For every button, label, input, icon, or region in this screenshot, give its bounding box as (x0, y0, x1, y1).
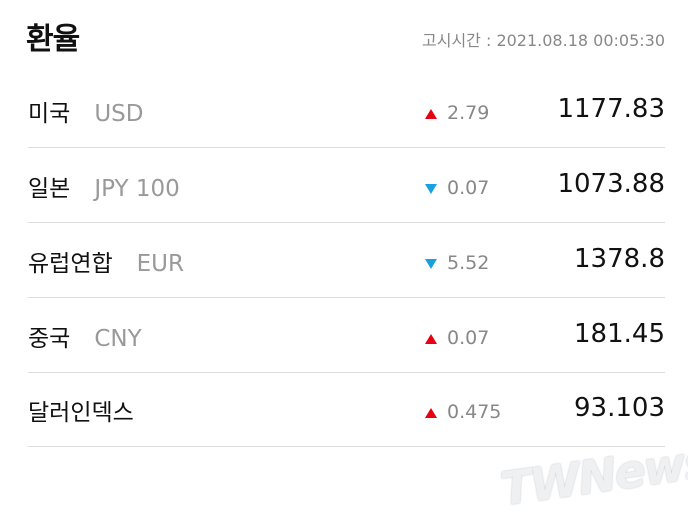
direction-arrow (425, 334, 437, 344)
rate-row: 달러인덱스 0.475 93.103 (28, 371, 665, 447)
rate-row: 유럽연합 EUR 5.52 1378.8 (28, 222, 665, 298)
direction-arrow (425, 259, 437, 269)
direction-arrow (425, 408, 437, 418)
direction-arrow (425, 184, 437, 194)
currency-name: 달러인덱스 (28, 393, 134, 427)
direction-arrow (425, 109, 437, 119)
currency-name: 유럽연합 EUR (28, 244, 184, 278)
change-value: 5.52 (447, 252, 490, 274)
rate-row: 미국 USD 2.79 1177.83 (28, 72, 665, 148)
country: 달러인덱스 (28, 400, 134, 426)
change-value: 0.07 (447, 177, 490, 199)
currency-code: EUR (136, 251, 184, 277)
rate-value: 181.45 (574, 319, 665, 349)
rate-value: 1177.83 (557, 94, 665, 124)
timestamp: 고시시간 : 2021.08.18 00:05:30 (422, 31, 665, 50)
currency-name: 중국 CNY (28, 319, 142, 353)
rate-value: 1378.8 (574, 244, 665, 274)
rate-value: 1073.88 (557, 169, 665, 199)
title: 환율 (26, 22, 80, 57)
rate-row: 중국 CNY 0.07 181.45 (28, 297, 665, 373)
currency-code: CNY (94, 326, 142, 352)
change-value: 0.07 (447, 327, 490, 349)
change-value: 2.79 (447, 102, 490, 124)
currency-name: 미국 USD (28, 94, 143, 128)
change-value: 0.475 (447, 401, 502, 423)
country: 중국 (28, 326, 71, 352)
rate-value: 93.103 (574, 393, 665, 423)
currency-code: USD (94, 101, 144, 127)
rate-row: 일본 JPY 100 0.07 1073.88 (28, 147, 665, 223)
country: 일본 (28, 176, 71, 202)
country: 유럽연합 (28, 251, 113, 277)
currency-name: 일본 JPY 100 (28, 169, 180, 203)
country: 미국 (28, 101, 71, 127)
currency-code: JPY 100 (94, 176, 180, 202)
